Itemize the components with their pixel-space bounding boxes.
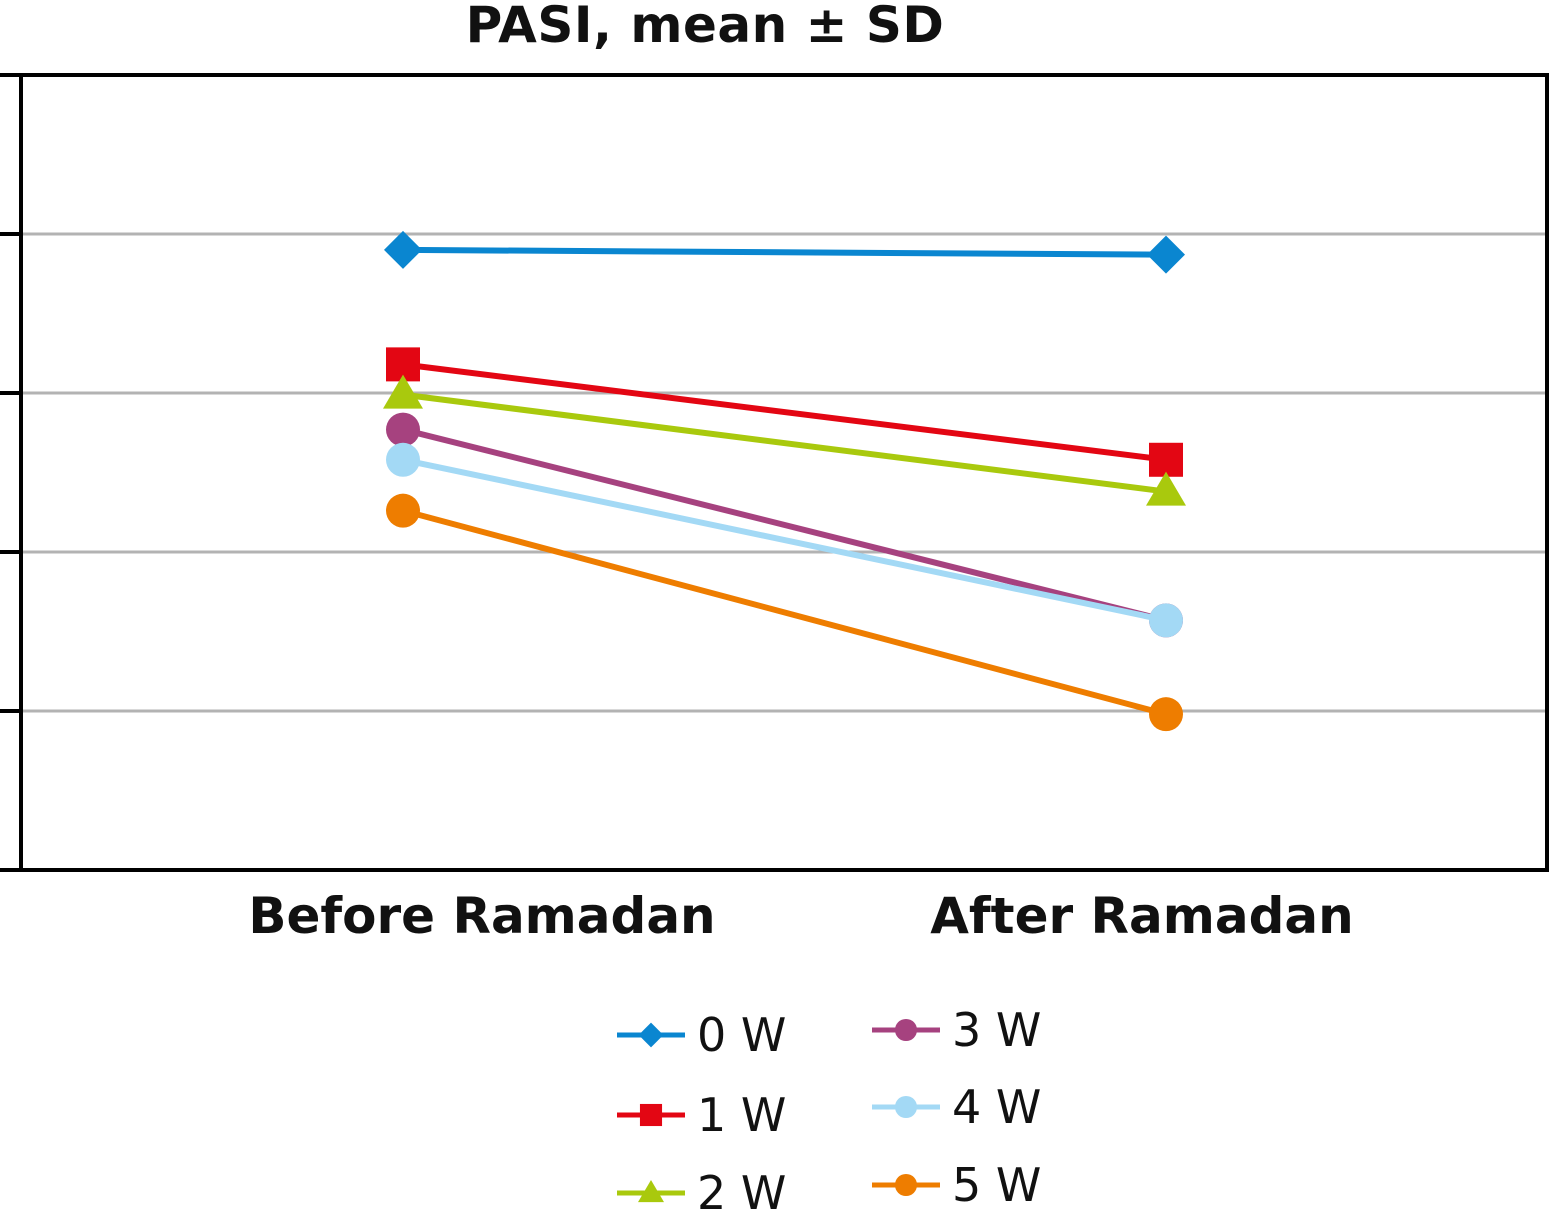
x-tick-labels: Before Ramadan After Ramadan bbox=[248, 887, 1353, 945]
series-line bbox=[402, 391, 1167, 495]
series-line bbox=[402, 507, 1167, 718]
legend-label: 5 W bbox=[952, 1158, 1042, 1212]
data-point bbox=[1149, 603, 1183, 638]
series-5w bbox=[386, 493, 1183, 732]
legend-item: 0 W bbox=[615, 1005, 786, 1065]
legend-label: 4 W bbox=[952, 1080, 1042, 1134]
legend-swatch bbox=[617, 1103, 685, 1127]
series-2w bbox=[383, 374, 1186, 506]
series-0w bbox=[384, 230, 1185, 274]
legend-marker bbox=[894, 1018, 918, 1042]
legend-marker bbox=[894, 1173, 918, 1197]
legend-marker bbox=[639, 1103, 663, 1127]
y-ticks bbox=[0, 73, 21, 872]
legend-marker bbox=[638, 1022, 664, 1048]
legend-swatch bbox=[872, 1095, 940, 1119]
plot-area: Before Ramadan After Ramadan bbox=[0, 73, 1549, 945]
legend-label: 2 W bbox=[697, 1166, 787, 1220]
series-line bbox=[402, 426, 1167, 624]
gridlines bbox=[21, 232, 1547, 713]
data-point bbox=[1149, 442, 1183, 477]
series-line bbox=[402, 361, 1167, 463]
legend-item: 3 W bbox=[870, 1000, 1041, 1060]
data-point bbox=[1147, 235, 1185, 274]
data-point bbox=[386, 412, 420, 447]
legend-item: 5 W bbox=[870, 1155, 1041, 1215]
x-tick-label: After Ramadan bbox=[930, 887, 1354, 945]
legend-swatch bbox=[872, 1018, 940, 1042]
data-point bbox=[384, 230, 422, 269]
legend-marker bbox=[894, 1095, 918, 1119]
plot-frame bbox=[19, 73, 1549, 872]
series-group bbox=[383, 230, 1186, 732]
legend-item: 4 W bbox=[870, 1077, 1041, 1137]
series-1w bbox=[386, 347, 1183, 477]
chart-title: PASI, mean ± SD bbox=[465, 0, 945, 54]
series-line bbox=[402, 456, 1167, 624]
x-tick-label: Before Ramadan bbox=[248, 887, 715, 945]
legend: 0 W 1 W 2 W 3 W 4 W 5 W bbox=[615, 1003, 1095, 1220]
series-line bbox=[402, 246, 1167, 258]
legend-swatch bbox=[617, 1022, 685, 1048]
legend-label: 1 W bbox=[697, 1088, 787, 1142]
legend-item: 1 W bbox=[615, 1085, 786, 1145]
data-point bbox=[1146, 471, 1186, 506]
data-point bbox=[386, 442, 420, 477]
data-point bbox=[383, 374, 423, 409]
data-point bbox=[386, 493, 420, 528]
legend-swatch bbox=[872, 1173, 940, 1197]
legend-label: 3 W bbox=[952, 1003, 1042, 1057]
legend-marker bbox=[638, 1180, 664, 1203]
legend-swatch bbox=[617, 1180, 685, 1203]
data-point bbox=[1149, 697, 1183, 732]
series-4w bbox=[386, 442, 1183, 638]
legend-item: 2 W bbox=[615, 1163, 786, 1223]
legend-label: 0 W bbox=[697, 1008, 787, 1062]
